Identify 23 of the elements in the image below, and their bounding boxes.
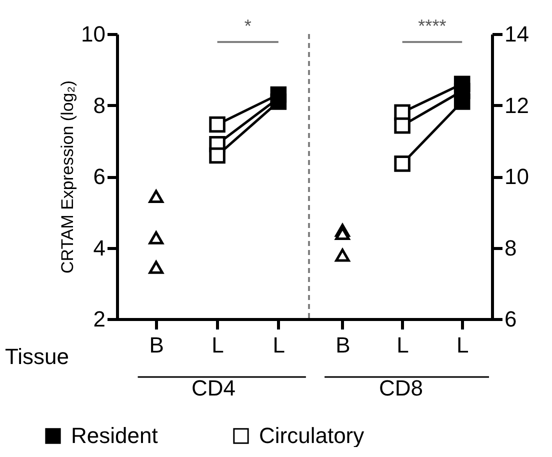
x-tick-label: L: [396, 332, 409, 358]
y-tick-label: 10: [504, 164, 529, 189]
y-tick-label: 4: [93, 235, 106, 260]
y-tick-label: 10: [81, 22, 106, 46]
y-tick-label: 6: [93, 164, 106, 189]
x-tick-label: L: [272, 332, 286, 358]
x-tick-label: L: [456, 332, 469, 358]
y-tick-label: 14: [504, 22, 529, 46]
text: Tissue: [5, 344, 69, 369]
y-axis-title: CRTAM Expression (log₂): [58, 80, 78, 274]
x-axis-title: CD4: [191, 376, 236, 400]
annotation: ****: [418, 16, 446, 36]
annotation: *: [244, 16, 252, 36]
y-tick-label: 8: [93, 92, 106, 118]
x-tick-label: B: [149, 332, 164, 358]
legend-label: Resident: [71, 423, 158, 448]
x-tick-label: B: [336, 332, 350, 358]
y-tick-label: 6: [504, 306, 517, 332]
y-tick-label: 8: [504, 235, 517, 260]
y-tick-label: 12: [504, 92, 529, 118]
x-tick-label: L: [212, 332, 224, 358]
y-tick-label: 2: [93, 306, 106, 332]
x-axis-title: CD8: [378, 376, 424, 400]
